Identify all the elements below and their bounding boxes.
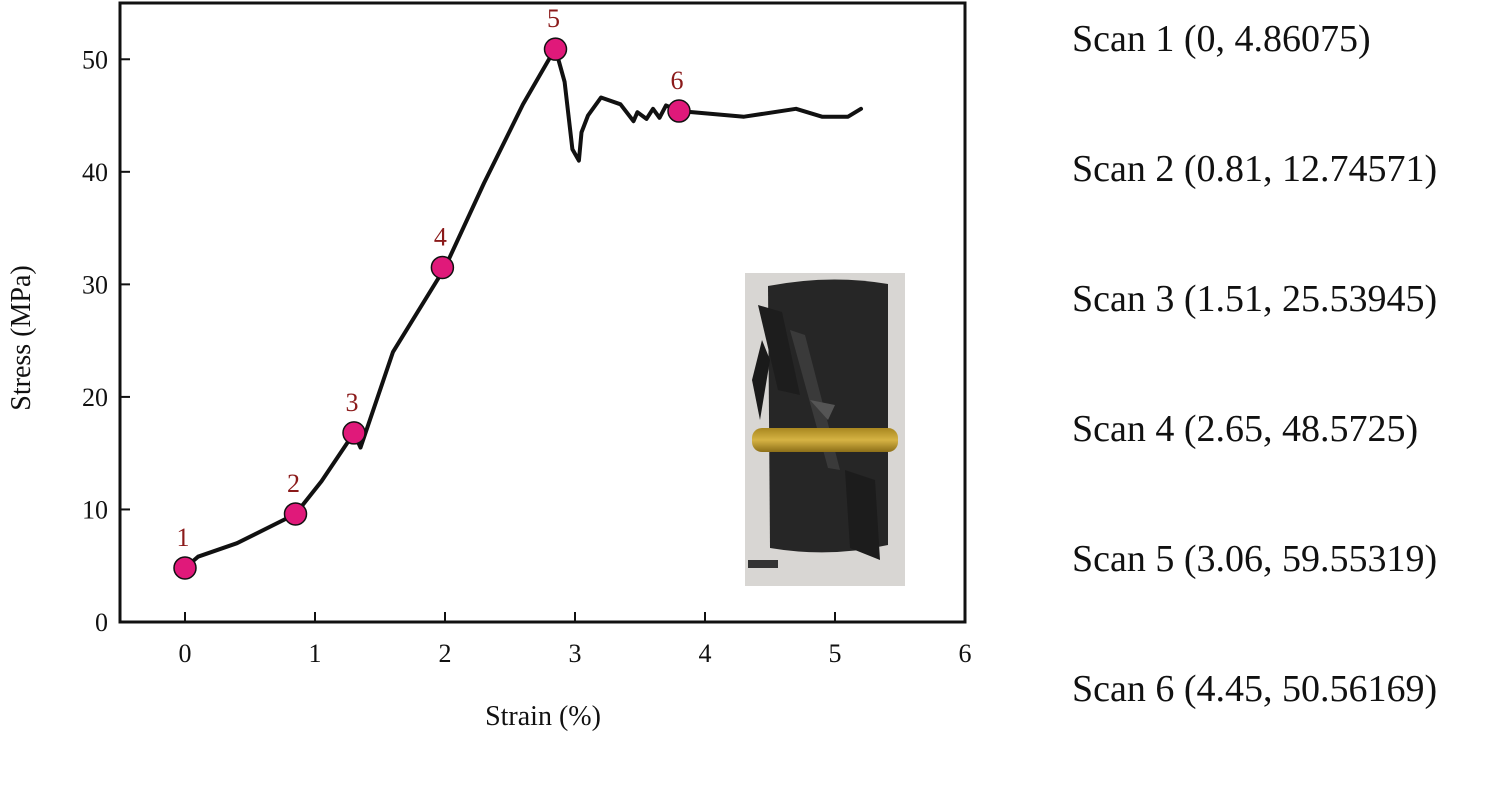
y-tick-label: 40 — [82, 158, 108, 187]
specimen-photo-inset — [745, 273, 905, 586]
stress-strain-chart: 0 1 2 3 4 5 6 0 10 20 30 40 50 Strain (%) Stress (M… — [6, 1, 972, 732]
scan-entry: Scan 3 (1.51, 25.53945) — [1072, 278, 1438, 320]
scan-point-label: 6 — [671, 66, 684, 95]
y-axis-ticks: 0 10 20 30 40 50 — [82, 45, 130, 637]
scan-list: Scan 1 (0, 4.86075) Scan 2 (0.81, 12.745… — [1072, 20, 1437, 800]
y-tick-label: 20 — [82, 383, 108, 412]
x-tick-label: 6 — [959, 639, 972, 668]
scan-point-marker — [543, 37, 568, 61]
x-tick-label: 4 — [699, 639, 712, 668]
scan-point-label: 4 — [434, 222, 447, 251]
scan-entry: Scan 6 (4.45, 50.56169) — [1072, 668, 1438, 710]
x-tick-label: 3 — [569, 639, 582, 668]
plot-frame — [118, 1, 967, 624]
scan-point-marker — [667, 99, 691, 123]
scan-entry: Scan 5 (3.06, 59.55319) — [1072, 538, 1438, 580]
y-axis-title: Stress (MPa) — [6, 265, 37, 410]
scan-point-label: 5 — [547, 4, 560, 33]
x-tick-label: 2 — [439, 639, 452, 668]
x-axis-title: Strain (%) — [485, 701, 601, 732]
x-axis-ticks: 0 1 2 3 4 5 6 — [179, 612, 972, 668]
y-tick-label: 50 — [82, 45, 108, 74]
scan-point-marker — [173, 556, 197, 580]
x-tick-label: 1 — [309, 639, 322, 668]
scan-point-label: 1 — [177, 523, 190, 552]
y-tick-label: 30 — [82, 270, 108, 299]
y-tick-label: 10 — [82, 495, 108, 524]
scan-point-label: 3 — [346, 388, 359, 417]
scan-entry: Scan 1 (0, 4.86075) — [1072, 18, 1371, 60]
scan-point-label: 2 — [287, 469, 300, 498]
scan-points: 1 2 3 4 5 6 — [173, 4, 691, 580]
scan-point-marker — [283, 502, 308, 526]
x-tick-label: 0 — [179, 639, 192, 668]
scan-point-marker — [430, 255, 455, 280]
y-tick-label: 0 — [95, 608, 108, 637]
scan-point-marker — [342, 421, 366, 445]
scan-entry: Scan 2 (0.81, 12.74571) — [1072, 148, 1438, 190]
x-tick-label: 5 — [829, 639, 842, 668]
scan-entry: Scan 4 (2.65, 48.5725) — [1072, 408, 1419, 450]
